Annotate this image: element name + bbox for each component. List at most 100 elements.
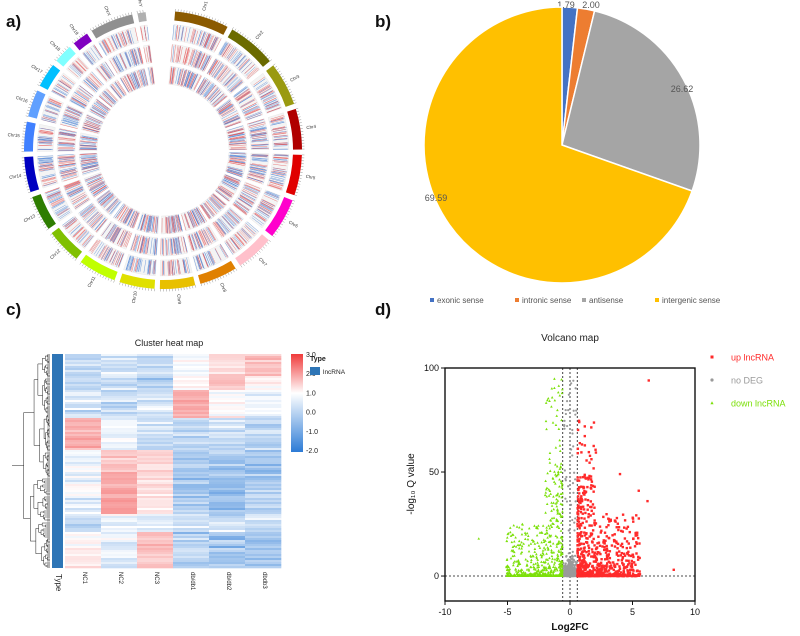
track-feature [228, 239, 237, 251]
track-feature [216, 65, 228, 80]
track-feature [92, 184, 107, 194]
track-feature [85, 116, 101, 124]
track-feature [260, 90, 273, 98]
heatmap-cell [173, 362, 210, 365]
data-point-up [592, 490, 595, 493]
track-feature [58, 133, 75, 137]
track-feature [63, 176, 78, 182]
track-feature [59, 158, 75, 161]
heatmap-cell [65, 416, 102, 419]
track-feature [128, 211, 136, 226]
track-feature [274, 144, 288, 146]
chromosome-tick [41, 76, 45, 79]
track-feature [98, 96, 112, 108]
track-feature [186, 71, 193, 87]
heatmap-cell [101, 452, 138, 455]
heatmap-column-label: NC3 [153, 572, 159, 585]
heatmap-cell [137, 564, 174, 567]
track-feature [121, 231, 128, 246]
heatmap-cell [173, 430, 210, 433]
track-feature [59, 131, 76, 135]
track-feature [225, 174, 241, 182]
track-feature [91, 104, 107, 115]
chromosome-label: Chr11 [86, 275, 96, 288]
chromosome-tick [285, 215, 288, 218]
track-feature [81, 161, 99, 166]
track-feature [223, 114, 239, 123]
track-feature [187, 72, 194, 89]
track-feature [142, 68, 147, 86]
chromosome-tick [232, 27, 234, 30]
track-feature [204, 85, 215, 98]
track-feature [270, 177, 285, 182]
track-feature [251, 158, 267, 161]
heatmap-cell [65, 436, 102, 439]
track-feature [244, 187, 258, 194]
heatmap-cell [137, 464, 174, 467]
track-feature [191, 233, 198, 249]
data-point-up [607, 518, 611, 521]
heatmap-cell [101, 382, 138, 385]
data-point-up [608, 556, 612, 560]
chromosome-band [287, 108, 302, 150]
track-feature [200, 32, 206, 46]
track-feature [272, 132, 287, 136]
track-feature [223, 176, 239, 184]
track-feature [62, 216, 74, 226]
track-feature [229, 152, 246, 154]
heatmap-cell [173, 376, 210, 379]
heatmap-cell [137, 436, 174, 439]
track-feature [202, 253, 209, 268]
chromosome-tick [44, 71, 48, 74]
track-feature [220, 69, 232, 83]
chromosome-tick [35, 211, 39, 213]
track-feature [247, 69, 259, 80]
track-feature [191, 30, 197, 44]
data-point-up [583, 475, 586, 478]
heatmap-cell [137, 506, 174, 509]
track-feature [106, 248, 114, 262]
data-point-up [579, 563, 582, 567]
track-feature [146, 215, 151, 233]
heatmap-cell [209, 420, 246, 423]
track-feature [115, 82, 125, 96]
heatmap-cell [209, 412, 246, 415]
heatmap-cell [101, 456, 138, 459]
track-feature [203, 82, 214, 97]
track-feature [230, 153, 246, 155]
track-feature [148, 216, 152, 232]
track-feature [123, 76, 133, 92]
track-feature [140, 27, 144, 41]
track-feature [245, 225, 255, 235]
track-feature [108, 200, 120, 213]
track-feature [270, 118, 284, 123]
heatmap-cell [101, 390, 138, 393]
heatmap-cell [137, 412, 174, 415]
track-feature [251, 134, 267, 138]
track-background [81, 71, 105, 94]
data-point-up [618, 565, 621, 568]
track-feature [69, 99, 86, 109]
data-point-none [572, 568, 575, 572]
track-feature [102, 222, 112, 236]
track-feature [249, 126, 266, 131]
track-feature [196, 232, 203, 248]
track-feature [125, 52, 132, 67]
track-feature [168, 215, 171, 234]
heatmap-cell [173, 370, 210, 373]
heatmap-cell [245, 564, 282, 567]
track-feature [131, 50, 137, 66]
track-feature [81, 234, 91, 246]
track-feature [126, 30, 131, 43]
track-feature [59, 169, 76, 175]
data-point-none [563, 419, 566, 422]
track-feature [58, 138, 75, 142]
track-feature [221, 110, 238, 119]
track-feature [144, 214, 149, 231]
chromosome-tick [86, 267, 89, 270]
track-feature [171, 261, 174, 276]
track-feature [229, 135, 246, 139]
track-feature [131, 72, 139, 89]
track-feature [251, 217, 263, 226]
track-feature [230, 237, 240, 250]
